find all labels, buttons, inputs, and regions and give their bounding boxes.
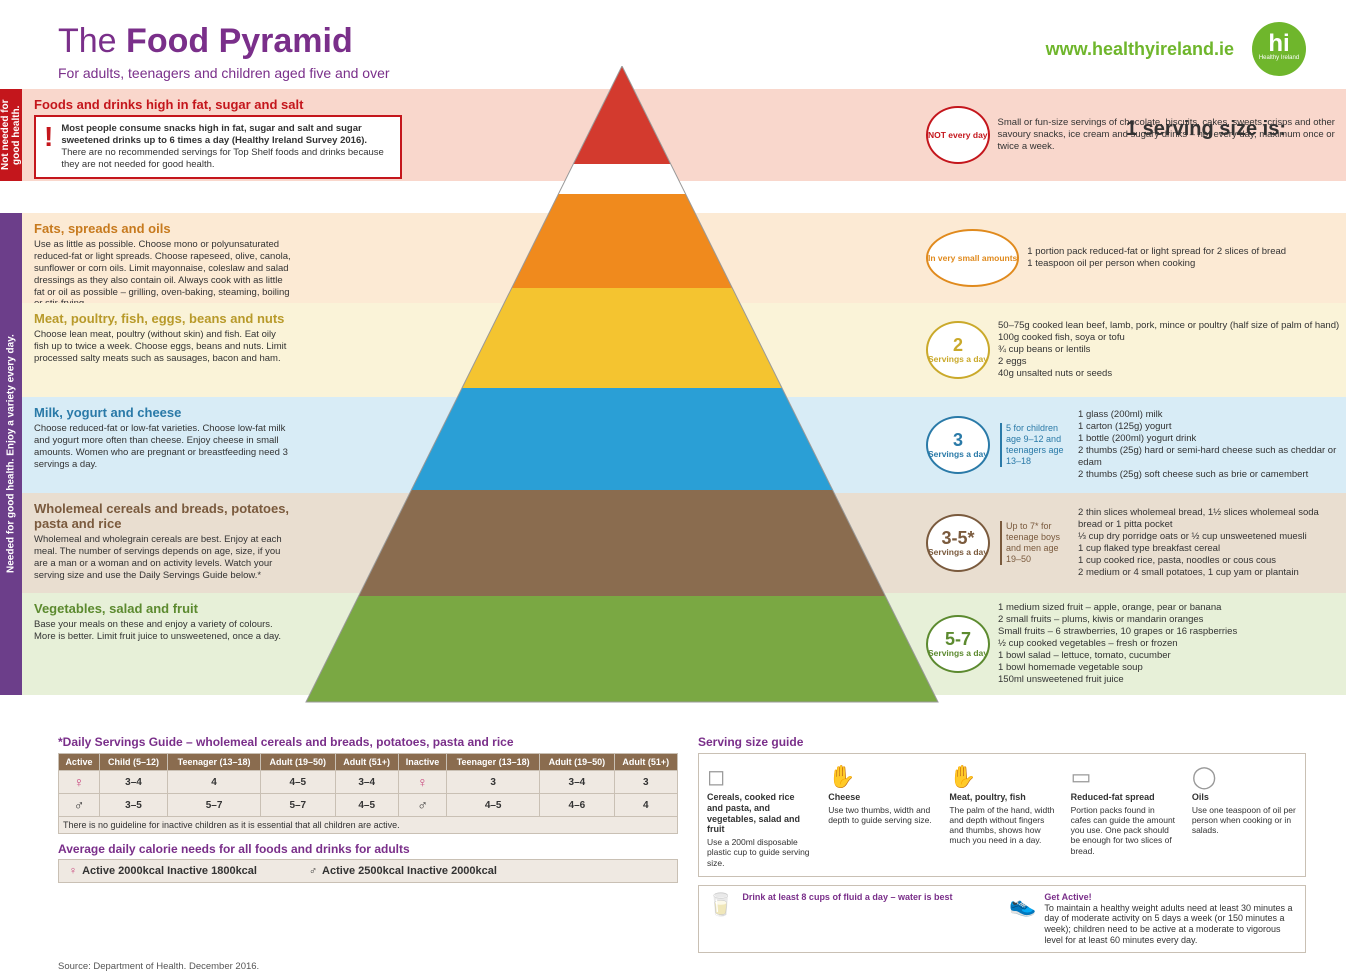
ssg-item: ✋CheeseUse two thumbs, width and depth t… <box>828 762 933 868</box>
servings-badge-veg: 5-7Servings a day <box>926 615 990 673</box>
tab-not-needed: Not needed for good health. <box>0 89 22 181</box>
serving-list-milk: 1 glass (200ml) milk1 carton (125g) yogu… <box>1078 409 1340 480</box>
ssg-item: ◯OilsUse one teaspoon of oil per person … <box>1192 762 1297 868</box>
shoe-icon: 👟 <box>1009 892 1036 918</box>
tier-body-milk: Choose reduced-fat or low-fat varieties.… <box>34 423 292 471</box>
ssg-item: ✋Meat, poultry, fishThe palm of the hand… <box>949 762 1054 868</box>
ssg-item: ▭Reduced-fat spreadPortion packs found i… <box>1071 762 1176 868</box>
servings-badge-top: NOT every day <box>926 106 990 164</box>
website-url: www.healthyireland.ie <box>1046 39 1234 60</box>
ssg-title: Serving size guide <box>698 735 1306 749</box>
extra-note-carbs: Up to 7* for teenage boys and men age 19… <box>1000 521 1070 564</box>
tier-title-meat: Meat, poultry, fish, eggs, beans and nut… <box>34 311 292 326</box>
servings-badge-fats: In very small amounts <box>926 229 1019 287</box>
tier-title-top: Foods and drinks high in fat, sugar and … <box>34 97 402 112</box>
glass-icon: 🥛 <box>707 892 734 918</box>
ssg-icon: ✋ <box>949 762 1054 792</box>
ssg-icon: ▭ <box>1071 762 1176 792</box>
serving-size-header: 1 serving size is: <box>1126 118 1286 141</box>
tier-title-milk: Milk, yogurt and cheese <box>34 405 292 420</box>
serving-size-guide: ◻Cereals, cooked rice and pasta, and veg… <box>698 753 1306 877</box>
water-activity-row: 🥛 Drink at least 8 cups of fluid a day –… <box>698 885 1306 953</box>
servings-badge-milk: 3Servings a day <box>926 416 990 474</box>
ssg-icon: ✋ <box>828 762 933 792</box>
daily-servings-table: ActiveChild (5–12)Teenager (13–18)Adult … <box>58 753 678 817</box>
warn-box: ! Most people consume snacks high in fat… <box>34 115 402 179</box>
tier-title-veg: Vegetables, salad and fruit <box>34 601 292 616</box>
page-subtitle: For adults, teenagers and children aged … <box>58 65 390 81</box>
ssg-icon: ◻ <box>707 762 812 792</box>
serving-list-meat: 50–75g cooked lean beef, lamb, pork, min… <box>998 320 1339 379</box>
page-title: The Food Pyramid <box>58 22 390 61</box>
ssg-item: ◻Cereals, cooked rice and pasta, and veg… <box>707 762 812 868</box>
exclamation-icon: ! <box>44 123 53 151</box>
source-footer: Source: Department of Health. December 2… <box>0 957 1346 972</box>
calorie-row: ♀ Active 2000kcal Inactive 1800kcal ♂ Ac… <box>58 859 678 883</box>
tier-body-veg: Base your meals on these and enjoy a var… <box>34 619 292 643</box>
tier-body-fats: Use as little as possible. Choose mono o… <box>34 239 292 310</box>
person-icon: ♀ <box>59 771 100 794</box>
dsg-title: *Daily Servings Guide – wholemeal cereal… <box>58 735 678 749</box>
servings-badge-carbs: 3-5*Servings a day <box>926 514 990 572</box>
ssg-icon: ◯ <box>1192 762 1297 792</box>
tier-body-meat: Choose lean meat, poultry (without skin)… <box>34 329 292 365</box>
extra-note-milk: 5 for children age 9–12 and teenagers ag… <box>1000 423 1070 466</box>
tab-needed: Needed for good health. Enjoy a variety … <box>0 213 22 695</box>
tier-title-fats: Fats, spreads and oils <box>34 221 292 236</box>
dsg-note: There is no guideline for inactive child… <box>58 817 678 834</box>
tier-body-carbs: Wholemeal and wholegrain cereals are bes… <box>34 534 292 582</box>
tier-title-carbs: Wholemeal cereals and breads, potatoes, … <box>34 501 292 531</box>
serving-list-fats: 1 portion pack reduced-fat or light spre… <box>1027 246 1286 270</box>
healthy-ireland-logo: hiHealthy Ireland <box>1252 22 1306 76</box>
serving-list-veg: 1 medium sized fruit – apple, orange, pe… <box>998 602 1237 685</box>
calorie-title: Average daily calorie needs for all food… <box>58 842 678 856</box>
person-icon: ♂ <box>59 794 100 817</box>
serving-list-carbs: 2 thin slices wholemeal bread, 1½ slices… <box>1078 507 1340 578</box>
servings-badge-meat: 2Servings a day <box>926 321 990 379</box>
